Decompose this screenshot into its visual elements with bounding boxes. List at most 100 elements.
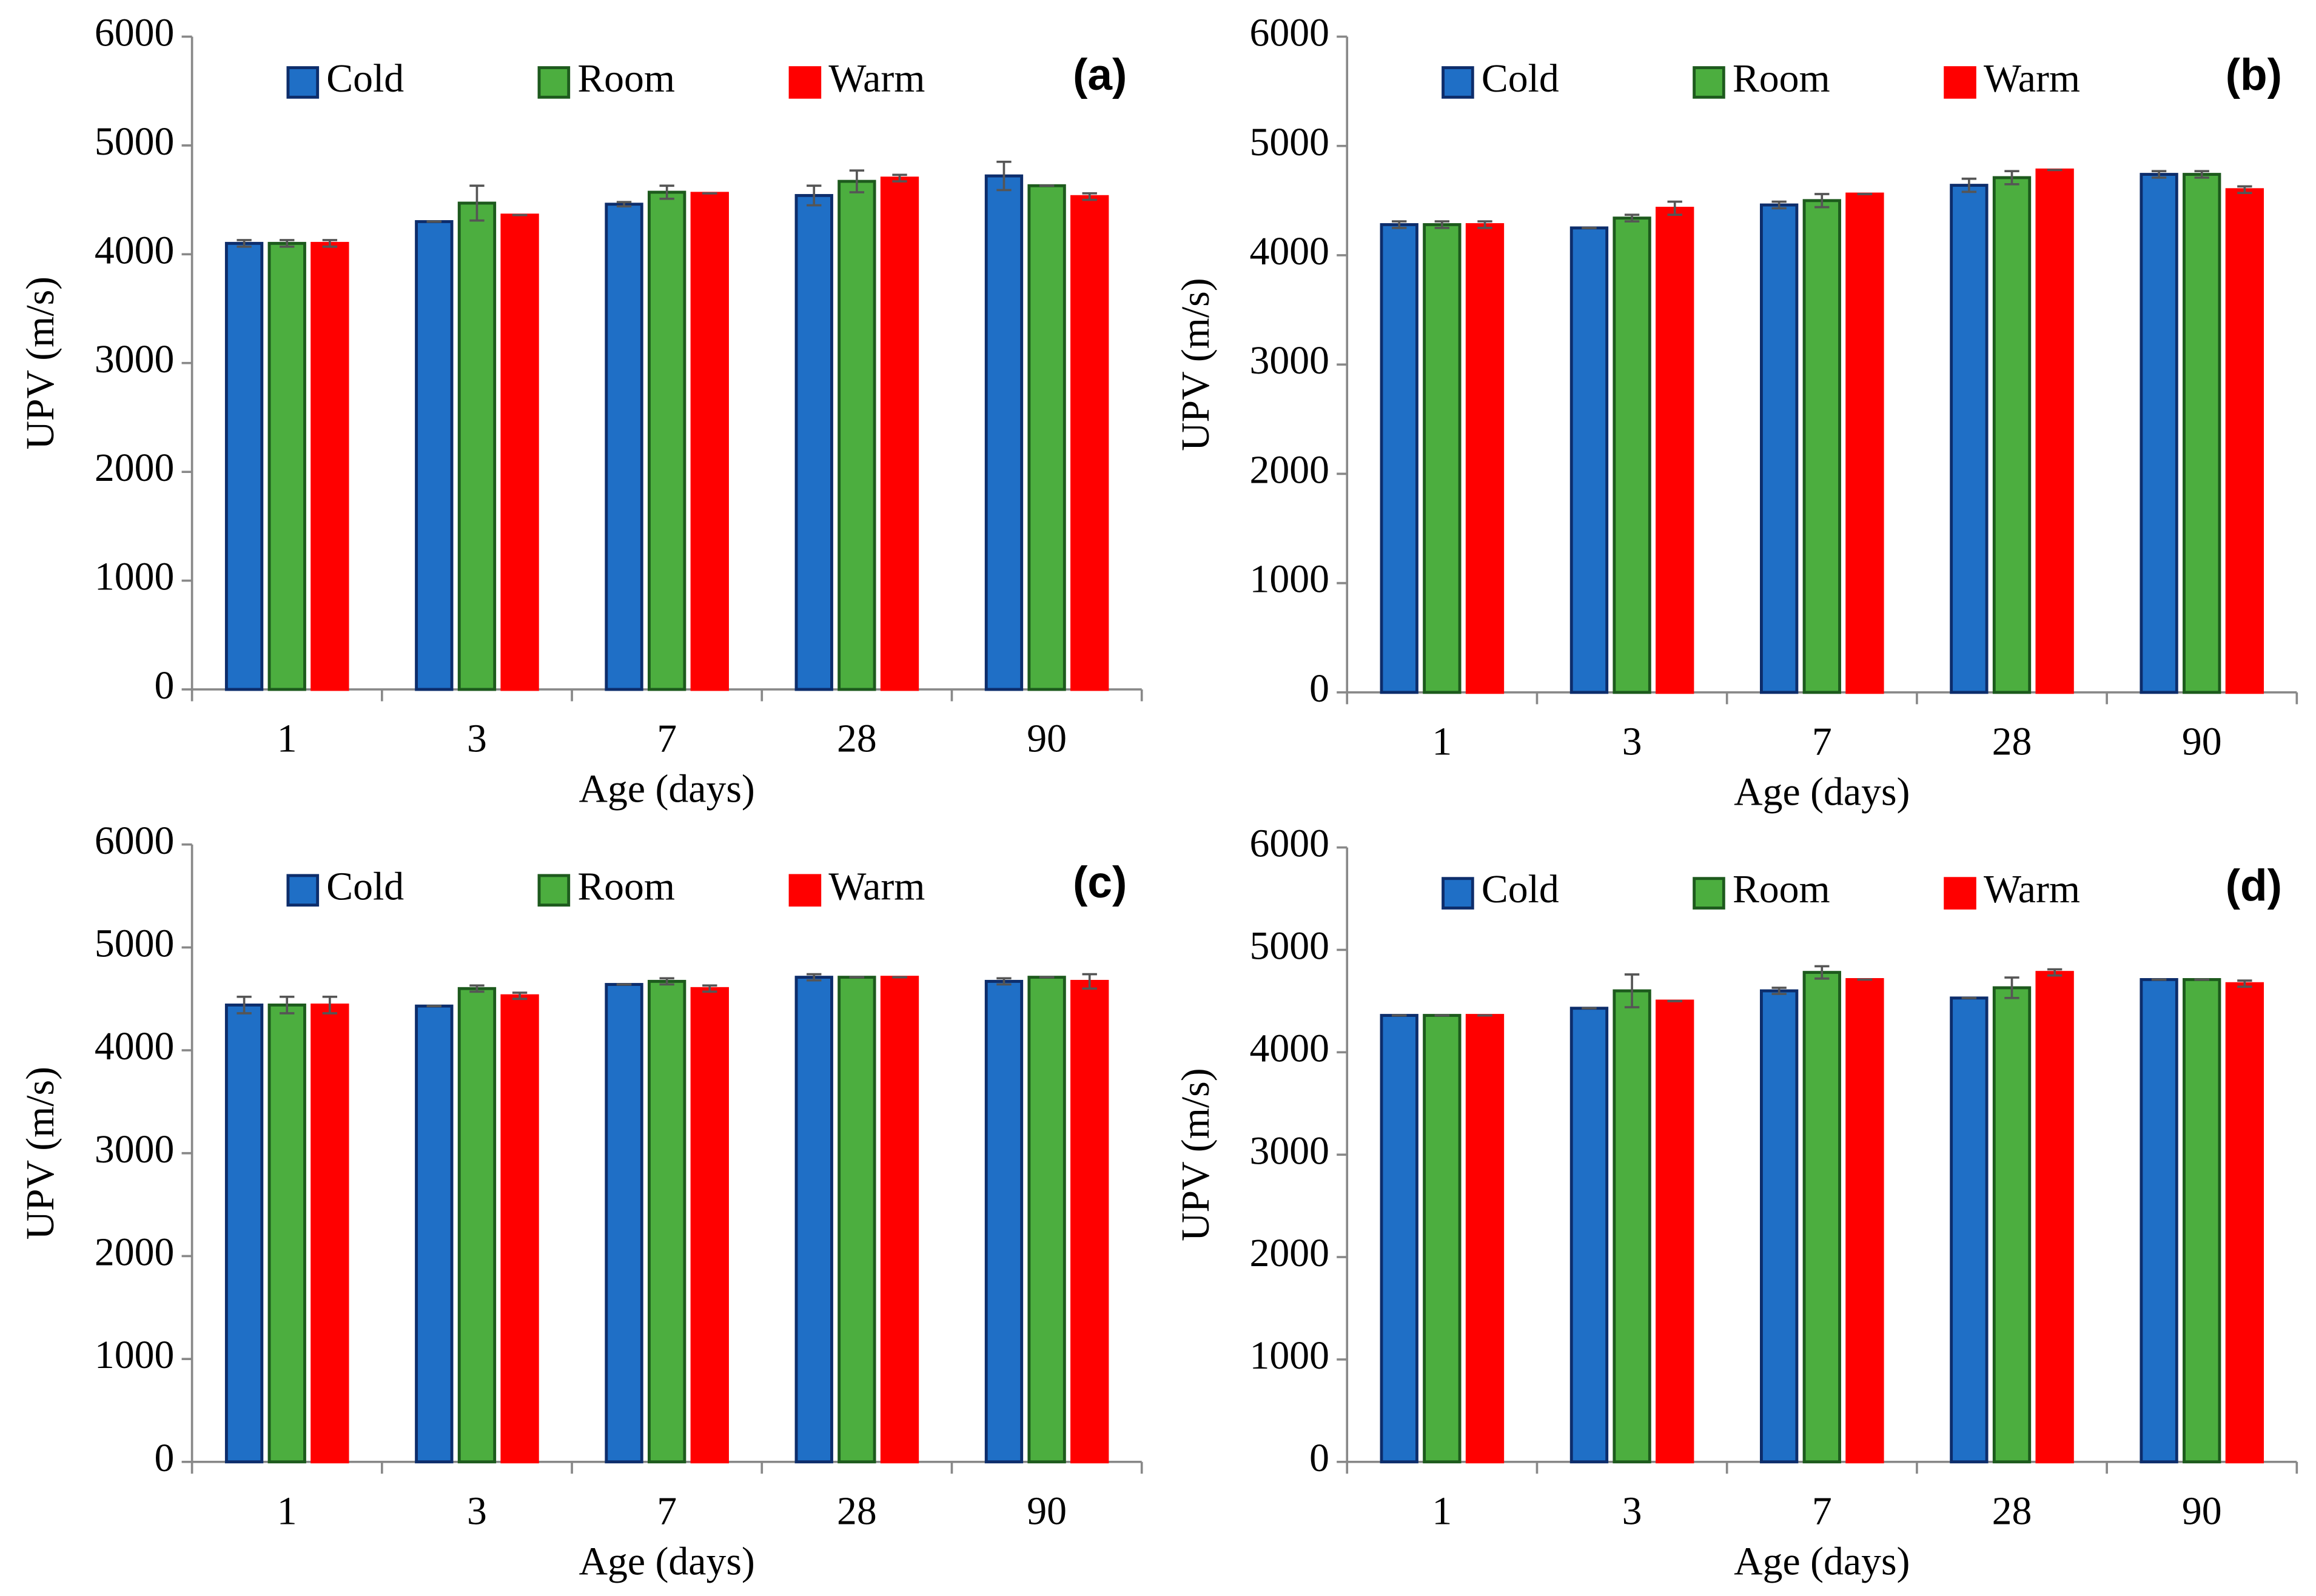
x-tick-label: 1 — [1432, 720, 1452, 764]
bar — [984, 979, 1024, 1464]
bar — [794, 193, 833, 691]
error-bar — [469, 984, 485, 993]
y-tick-label: 0 — [1309, 666, 1329, 711]
y-tick-label: 6000 — [95, 11, 175, 55]
y-tick-label: 0 — [155, 1436, 175, 1480]
x-tick-label: 28 — [837, 1489, 877, 1534]
bar — [310, 241, 349, 691]
error-bar — [2047, 968, 2063, 977]
bar — [794, 976, 833, 1464]
y-tick-label: 6000 — [1250, 822, 1330, 866]
x-tick-label: 1 — [1432, 1489, 1452, 1534]
legend-swatch — [1693, 877, 1725, 910]
y-axis-label: UPV (m/s) — [18, 277, 62, 450]
x-tick-label: 7 — [657, 717, 677, 761]
y-tick-label: 3000 — [95, 1127, 175, 1172]
legend-label: Room — [1733, 867, 1830, 911]
x-tick-label: 3 — [467, 717, 487, 761]
error-bar — [1624, 213, 1640, 223]
y-tick-label: 5000 — [1250, 120, 1330, 164]
x-tick-label: 7 — [1812, 1489, 1832, 1534]
bar — [2183, 977, 2221, 1464]
bar — [1802, 971, 1841, 1464]
bar — [648, 190, 686, 691]
bar — [1760, 989, 1799, 1464]
panel-label: (c) — [1073, 858, 1127, 907]
y-tick-label: 5000 — [1250, 924, 1330, 968]
y-tick-label: 4000 — [1250, 229, 1330, 273]
legend-label: Cold — [326, 56, 404, 101]
error-bar — [1082, 973, 1097, 990]
error-bar — [996, 160, 1012, 192]
bar — [837, 976, 876, 1464]
bar — [690, 192, 729, 691]
bar — [415, 1004, 454, 1464]
bar — [1950, 996, 1989, 1464]
error-bar — [2237, 185, 2252, 195]
error-bar — [2237, 979, 2252, 988]
bar — [880, 976, 919, 1464]
y-tick-label: 1000 — [1250, 557, 1330, 602]
bar — [310, 1003, 349, 1464]
error-bar — [807, 184, 822, 207]
y-tick-label: 2000 — [95, 446, 175, 490]
error-bar — [512, 991, 528, 1001]
legend-swatch — [537, 874, 571, 907]
error-bar — [1434, 220, 1450, 229]
bar — [1992, 176, 2032, 694]
error-bar — [1771, 987, 1787, 995]
legend-label: Warm — [828, 864, 925, 908]
bar — [1380, 1014, 1418, 1464]
bar — [880, 176, 919, 691]
x-tick-label: 1 — [277, 717, 297, 761]
x-tick-label: 90 — [1027, 1489, 1067, 1534]
x-tick-label: 90 — [2182, 720, 2222, 764]
y-tick-label: 5000 — [95, 921, 175, 965]
legend-label: Room — [1733, 56, 1830, 101]
bar — [500, 994, 539, 1464]
error-bar — [1814, 193, 1830, 209]
bar — [1613, 989, 1651, 1464]
bar — [1613, 216, 1651, 694]
y-tick-label: 3000 — [95, 337, 175, 381]
x-tick-label: 7 — [657, 1489, 677, 1534]
bar — [2183, 173, 2221, 694]
bar — [500, 213, 539, 691]
error-bar — [280, 996, 295, 1014]
bar — [984, 174, 1024, 691]
legend-swatch — [788, 66, 822, 99]
bar — [1992, 986, 2032, 1464]
legend-label: Cold — [326, 864, 404, 908]
error-bar — [996, 977, 1012, 986]
bar — [1569, 226, 1609, 694]
legend-swatch — [286, 66, 320, 99]
bar — [2035, 168, 2074, 694]
x-tick-label: 28 — [1992, 1489, 2032, 1534]
x-tick-label: 3 — [1622, 720, 1642, 764]
bar — [224, 241, 264, 691]
error-bar — [322, 239, 338, 248]
error-bar — [2151, 170, 2167, 179]
error-bar — [2004, 976, 2019, 999]
bar — [1465, 223, 1505, 694]
bar — [1423, 1014, 1462, 1464]
x-tick-label: 3 — [1622, 1489, 1642, 1534]
error-bar — [2004, 170, 2019, 186]
bar — [415, 220, 454, 691]
error-bar — [807, 973, 822, 982]
y-axis-label: UPV (m/s) — [1173, 278, 1218, 451]
error-bar — [280, 239, 295, 248]
bar — [605, 983, 643, 1464]
bar — [2225, 188, 2264, 694]
x-axis-label: Age (days) — [1734, 1539, 1910, 1583]
error-bar — [469, 184, 485, 222]
bar — [1656, 206, 1694, 694]
bar — [837, 179, 876, 691]
x-tick-label: 28 — [837, 717, 877, 761]
bar — [1760, 203, 1799, 694]
y-tick-label: 4000 — [95, 228, 175, 272]
x-tick-label: 7 — [1812, 720, 1832, 764]
error-bar — [1477, 220, 1492, 229]
y-tick-label: 6000 — [95, 819, 175, 863]
